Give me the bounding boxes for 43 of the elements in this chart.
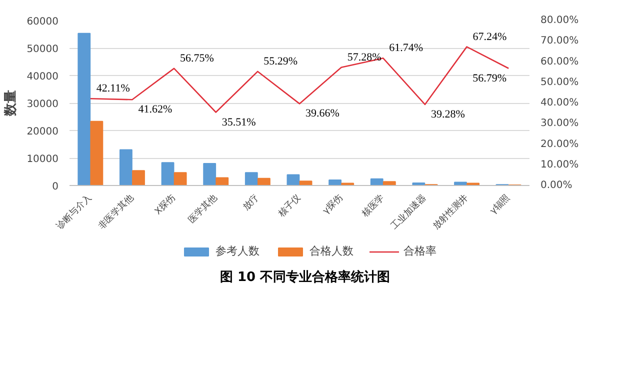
y2-tick-label: 20.00% [540, 138, 579, 150]
text: 图 10 不同专业合格率统计图 [220, 269, 390, 287]
y-tick-label: 50000 [26, 44, 58, 55]
y-tick-label: 10000 [26, 154, 58, 165]
y-tick-label: 60000 [26, 16, 58, 28]
y2-tick-label: 40.00% [540, 98, 579, 108]
x-tick-label: 核子仪 [275, 192, 304, 220]
legend-label: 合格人数 [310, 244, 354, 258]
data-label: 42.11% [96, 82, 130, 95]
legend-label: 合格率 [404, 244, 436, 258]
y-tick-label: 0 [52, 182, 59, 192]
data-label: 35.51% [222, 116, 256, 128]
legend-label: 参考人数 [216, 244, 260, 258]
data-label: 55.29% [264, 55, 298, 68]
x-tick-label: 放疗 [240, 192, 262, 213]
data-label: 56.79% [472, 72, 507, 84]
y2-tick-label: 50.00% [540, 76, 579, 88]
y-axis-title: 数量 [4, 90, 19, 117]
y2-tick-label: 10.00% [540, 159, 579, 170]
y2-tick-label: 80.00% [540, 15, 579, 26]
x-tick-label: γ辐照 [488, 192, 512, 217]
data-label: 39.28% [430, 108, 465, 120]
y2-tick-label: 30.00% [540, 118, 579, 130]
y2-tick-label: 70.00% [540, 36, 579, 47]
y-tick-label: 40000 [26, 72, 58, 82]
y-tick-label: 20000 [26, 126, 58, 138]
data-label: 41.62% [138, 104, 172, 116]
x-tick-label: 医学其他 [186, 192, 220, 226]
data-label: 67.24% [472, 30, 507, 43]
data-label: 39.66% [306, 108, 340, 120]
x-tick-label: 放射性测井 [430, 192, 470, 232]
x-tick-label: 核医学 [359, 192, 387, 220]
y-tick-label: 30000 [26, 99, 58, 110]
data-label: 56.75% [180, 52, 214, 64]
x-tick-label: 工业加速器 [388, 192, 428, 232]
x-tick-label: X探伤 [152, 192, 178, 218]
y2-tick-label: 0.00% [540, 180, 572, 191]
data-label: 61.74% [389, 42, 424, 54]
x-tick-label: 诊断与介入 [54, 192, 94, 232]
x-tick-label: 非医学其他 [96, 192, 136, 232]
y2-tick-label: 60.00% [540, 56, 579, 68]
data-label: 57.28% [347, 51, 382, 64]
x-tick-label: γ探伤 [320, 192, 345, 217]
